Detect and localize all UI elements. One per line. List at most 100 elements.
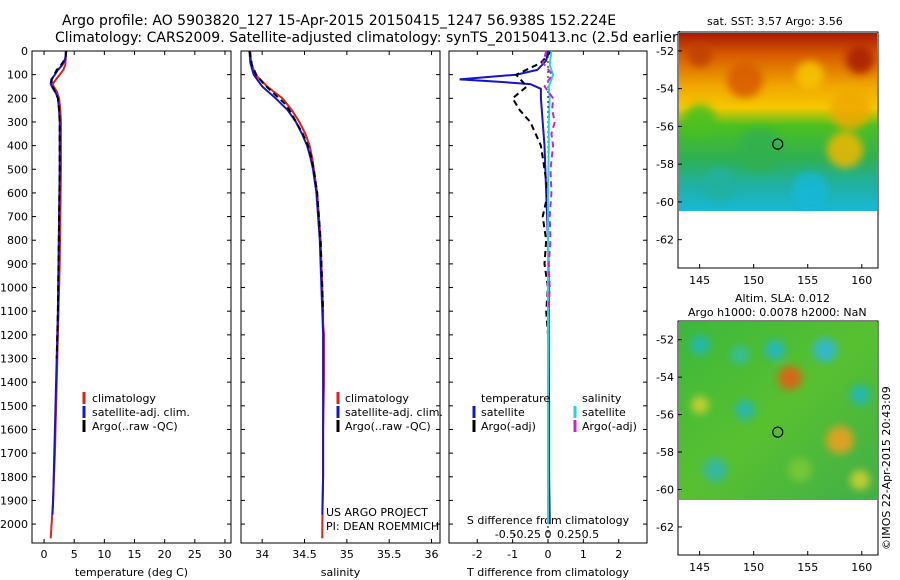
x-tick-label: 2: [615, 548, 622, 561]
x-tick-label: 20: [158, 548, 172, 561]
difference-legend: temperature satellite Argo(-adj) salinit…: [472, 392, 637, 433]
depth-tick-label: 400: [7, 140, 28, 153]
map-x-tick-label: 150: [743, 561, 764, 574]
series-line-argoadj: [541, 50, 556, 312]
depth-tick-label: 1300: [0, 353, 28, 366]
x2-tick-label: 0.5: [582, 528, 600, 541]
x-tick-label: 35: [340, 548, 354, 561]
series-line-satelliteadjclim: [248, 50, 325, 515]
depth-tick-label: 1500: [0, 400, 28, 413]
x2-tick-label: -0.25: [513, 528, 541, 541]
sst-axes: 145 150 155 160 -52 -54 -56 -58 -60 -62: [656, 45, 872, 287]
argo-position-marker: [772, 138, 784, 150]
x-tick-label: 0: [545, 548, 552, 561]
depth-tick-label: 800: [7, 234, 28, 247]
x-tick-label: -2: [472, 548, 483, 561]
depth-tick-label: 1800: [0, 471, 28, 484]
legend-satellite-label: satellite-adj. clim.: [92, 406, 190, 419]
pi-label: PI: DEAN ROEMMICH: [326, 520, 439, 533]
salinity-panel: 34 34.5 35 35.5 36 salinity: [240, 50, 441, 579]
map-y-tick-label: -62: [656, 234, 674, 247]
sst-field: [679, 33, 877, 211]
series-line-argoadj: [511, 50, 553, 359]
x2-tick-label: 0.25: [557, 528, 582, 541]
legend-argo-label: Argo(..raw -QC): [345, 420, 431, 433]
depth-tick-label: 900: [7, 258, 28, 271]
depth-tick-label: 1900: [0, 494, 28, 507]
depth-tick-label: 1700: [0, 447, 28, 460]
legend-climatology-label: climatology: [92, 392, 156, 405]
sla-title-line1: Altim. SLA: 0.012: [735, 292, 830, 305]
temperature-legend: climatology satellite-adj. clim. Argo(..…: [82, 392, 190, 433]
project-label: US ARGO PROJECT: [326, 506, 428, 519]
title-line2: Climatology: CARS2009. Satellite-adjuste…: [55, 30, 683, 46]
depth-tick-label: 100: [7, 69, 28, 82]
plot-frame: [240, 50, 441, 544]
map-y-tick-label: -58: [656, 446, 674, 459]
x-tick-label: 15: [128, 548, 142, 561]
salinity-legend: climatology satellite-adj. clim. Argo(..…: [326, 392, 443, 533]
x-tick-label: 30: [218, 548, 232, 561]
difference-panel: -2 -1 0 1 2 T difference from climatology -0.5…: [448, 50, 648, 579]
plot-frame: [31, 50, 232, 544]
x-tick-label: 34.5: [292, 548, 317, 561]
x-tick-label: 0: [41, 548, 48, 561]
series-line-satellite: [459, 50, 551, 525]
x-axis-label: salinity: [321, 566, 361, 579]
map-x-tick-label: 145: [689, 274, 710, 287]
sst-map-title: sat. SST: 3.57 Argo: 3.56: [707, 15, 843, 28]
depth-tick-label: 0: [21, 45, 28, 58]
legend-satellite-label: satellite-adj. clim.: [345, 406, 443, 419]
argo-position-marker: [772, 426, 784, 438]
depth-tick-label: 2000: [0, 518, 28, 531]
depth-tick-label: 300: [7, 116, 28, 129]
depth-tick-label: 700: [7, 211, 28, 224]
map-y-tick-label: -60: [656, 196, 674, 209]
temperature-panel: 0100200300400500600700800900100011001200…: [0, 45, 232, 579]
x2-tick-label: -0.5: [495, 528, 516, 541]
series-line-satelliteadjclim: [49, 51, 67, 515]
map-x-tick-label: 155: [797, 274, 818, 287]
map-y-tick-label: -58: [656, 158, 674, 171]
x-tick-label: 34: [255, 548, 269, 561]
sla-map: Altim. SLA: 0.012 Argo h1000: 0.0078 h20…: [656, 292, 879, 574]
depth-tick-label: 1600: [0, 423, 28, 436]
map-x-tick-label: 145: [689, 561, 710, 574]
x-tick-label: 10: [97, 548, 111, 561]
depth-tick-label: 1000: [0, 282, 28, 295]
map-y-tick-label: -60: [656, 483, 674, 496]
legend-argo-label: Argo(..raw -QC): [92, 420, 178, 433]
map-y-tick-label: -54: [656, 371, 674, 384]
x2-tick-label: 0: [545, 528, 552, 541]
map-x-tick-label: 160: [851, 274, 872, 287]
legend-s-argo-label: Argo(-adj): [582, 420, 637, 433]
legend-temperature-title: temperature: [481, 392, 550, 405]
x-tick-label: 25: [188, 548, 202, 561]
x-tick-label: -1: [507, 548, 518, 561]
legend-salinity-title: salinity: [582, 392, 622, 405]
depth-tick-label: 1100: [0, 305, 28, 318]
map-y-tick-label: -52: [656, 45, 674, 58]
depth-tick-label: 500: [7, 163, 28, 176]
map-y-tick-label: -52: [656, 334, 674, 347]
depth-tick-label: 1200: [0, 329, 28, 342]
legend-t-satellite-label: satellite: [481, 406, 525, 419]
series-line-argorawqc: [248, 50, 325, 312]
map-y-tick-label: -54: [656, 83, 674, 96]
series-line-satellite: [547, 50, 555, 525]
legend-s-satellite-label: satellite: [582, 406, 626, 419]
x-tick-label: 5: [71, 548, 78, 561]
depth-tick-label: 200: [7, 92, 28, 105]
x-tick-label: 36: [425, 548, 439, 561]
sst-map: sat. SST: 3.57 Argo: 3.56 145 150 155 160 -5…: [656, 15, 879, 287]
legend-t-argo-label: Argo(-adj): [481, 420, 536, 433]
depth-tick-label: 1400: [0, 376, 28, 389]
x-tick-label: 1: [580, 548, 587, 561]
series-line-climatology: [249, 50, 325, 539]
map-y-tick-label: -62: [656, 521, 674, 534]
title-line1: Argo profile: AO 5903820_127 15-Apr-2015…: [62, 13, 616, 29]
map-y-tick-label: -56: [656, 409, 674, 422]
map-x-tick-label: 160: [851, 561, 872, 574]
map-x-tick-label: 150: [743, 274, 764, 287]
